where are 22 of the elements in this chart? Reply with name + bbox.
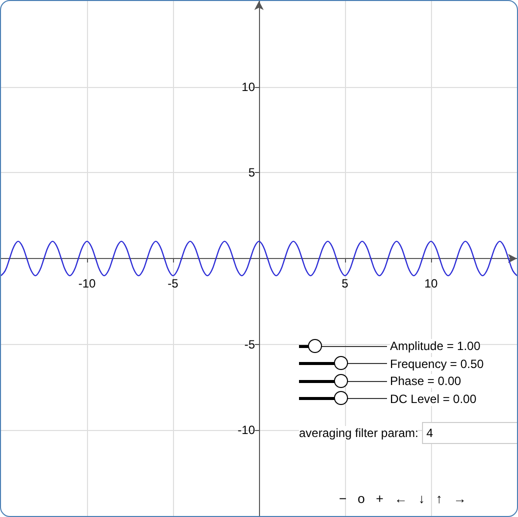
y-tick-label: -5: [244, 337, 256, 352]
annotation: ←: [394, 491, 408, 506]
y-tick-label: 10: [242, 80, 256, 94]
annotation: Phase = 0.00: [390, 374, 462, 388]
text-field: 4: [422, 422, 517, 444]
x-tick-label: -10: [78, 276, 96, 290]
y-tick-label: -10: [238, 423, 256, 438]
annotation: ↓: [418, 491, 425, 506]
x-tick-label: 5: [342, 276, 349, 290]
annotation: −: [339, 491, 347, 506]
annotation: +: [376, 491, 384, 506]
annotation: →: [453, 491, 466, 506]
annotation: ↑: [436, 491, 442, 506]
y-tick-label: 5: [248, 166, 256, 180]
annotation: DC Level = 0.00: [390, 392, 476, 406]
x-tick-label: 10: [424, 276, 438, 290]
line-series: [1, 240, 517, 276]
annotation: Amplitude = 1.00: [390, 339, 480, 353]
annotation: averaging filter param:: [299, 426, 418, 440]
annotation: Frequency = 0.50: [390, 356, 484, 370]
x-tick-label: -5: [168, 276, 179, 290]
annotation: o: [358, 491, 365, 506]
